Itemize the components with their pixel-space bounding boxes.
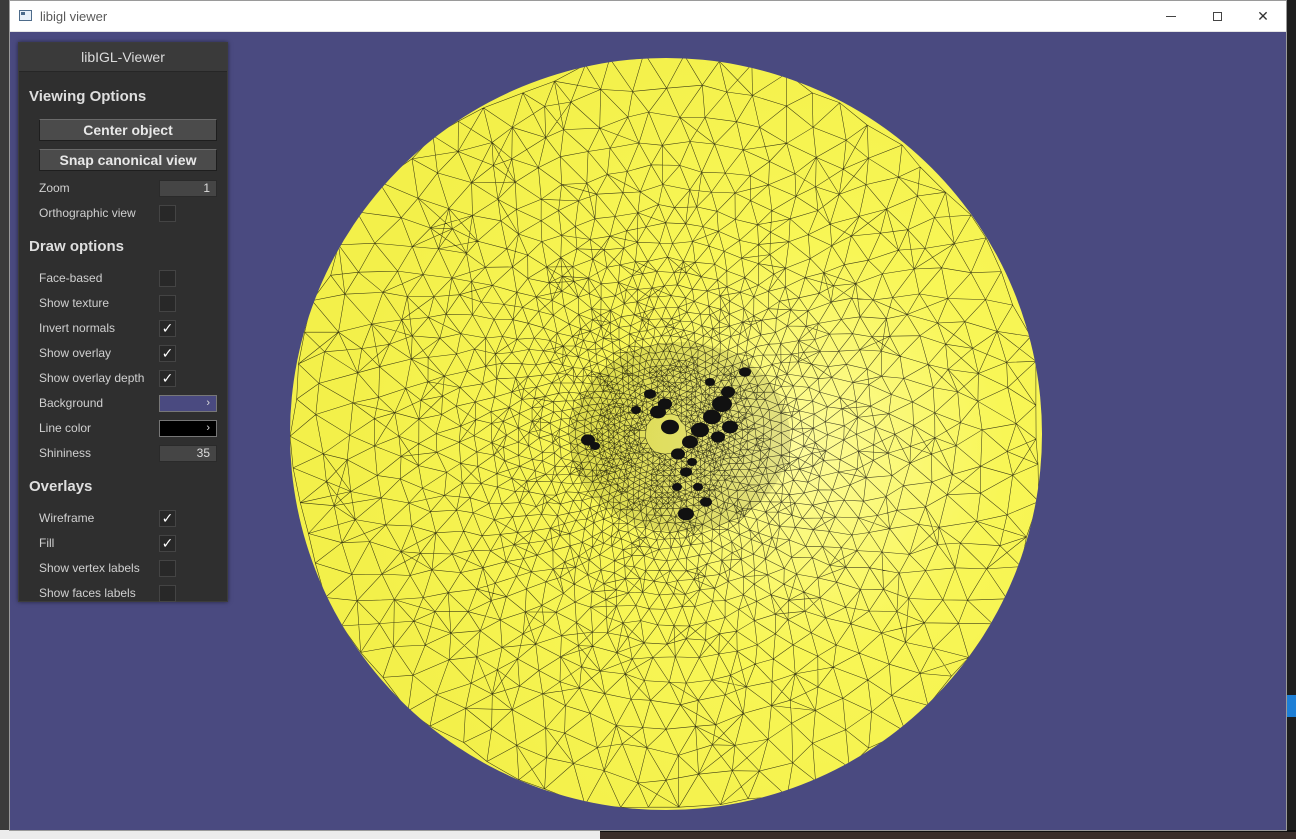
fill-label: Fill [39, 536, 55, 550]
show-vertex-labels-checkbox[interactable] [159, 560, 176, 577]
desktop-background-left [0, 0, 10, 839]
invert-normals-checkbox[interactable]: ✓ [159, 320, 176, 337]
dense-mesh-cluster [644, 389, 656, 399]
chevron-right-icon: › [206, 422, 210, 434]
show-faces-labels-checkbox[interactable] [159, 585, 176, 602]
app-window-icon [19, 10, 32, 21]
orthographic-view-label: Orthographic view [39, 206, 136, 220]
show-faces-labels-label: Show faces labels [39, 586, 136, 600]
fill-checkbox[interactable]: ✓ [159, 535, 176, 552]
dense-mesh-cluster [722, 420, 738, 434]
wireframe-checkbox[interactable]: ✓ [159, 510, 176, 527]
wireframe-label: Wireframe [39, 511, 95, 525]
dense-mesh-cluster [631, 406, 641, 414]
show-overlay-label: Show overlay [39, 346, 112, 360]
chevron-right-icon: › [206, 397, 210, 409]
draw-options-heading[interactable]: Draw options [29, 238, 125, 255]
mesh-canvas[interactable] [10, 32, 1286, 830]
orthographic-view-checkbox[interactable] [159, 205, 176, 222]
show-overlay-checkbox[interactable]: ✓ [159, 345, 176, 362]
mesh-wireframe [290, 58, 1039, 808]
dense-mesh-cluster [680, 467, 692, 477]
show-vertex-labels-label: Show vertex labels [39, 561, 140, 575]
dense-mesh-cluster [693, 483, 703, 491]
background-color-picker[interactable]: › [159, 395, 217, 412]
center-object-button[interactable]: Center object [39, 119, 217, 141]
dense-mesh-cluster [581, 434, 595, 446]
dense-mesh-cluster [590, 442, 600, 450]
overlays-heading[interactable]: Overlays [29, 478, 93, 495]
viewing-options-heading[interactable]: Viewing Options [29, 88, 147, 105]
dense-mesh-cluster [672, 483, 682, 491]
dense-mesh-cluster [700, 497, 712, 507]
shininess-label: Shininess [39, 446, 92, 460]
desktop-strip [0, 830, 600, 839]
invert-normals-label: Invert normals [39, 321, 116, 335]
show-texture-label: Show texture [39, 296, 110, 310]
desktop-background-right [1287, 0, 1296, 839]
panel-title[interactable]: libIGL-Viewer [19, 43, 227, 72]
show-texture-checkbox[interactable] [159, 295, 176, 312]
desktop-taskbar-accent [1287, 695, 1296, 717]
maximize-icon [1212, 11, 1222, 21]
shininess-input[interactable]: 35 [159, 445, 217, 462]
mesh-edges [290, 58, 1039, 808]
dense-mesh-cluster [739, 367, 751, 377]
dense-mesh-cluster [682, 435, 698, 449]
mesh-disc [290, 58, 1042, 810]
dense-mesh-cluster [687, 458, 697, 466]
line-color-picker[interactable]: › [159, 420, 217, 437]
minimize-icon [1166, 15, 1176, 17]
window-title: libigl viewer [40, 9, 108, 24]
desktop-photo-strip [600, 832, 1296, 839]
dense-mesh-cluster [712, 396, 732, 412]
dense-mesh-cluster [691, 422, 709, 438]
viewer-menu-panel: libIGL-Viewer Viewing Options Center obj… [18, 42, 228, 602]
show-overlay-depth-checkbox[interactable]: ✓ [159, 370, 176, 387]
dense-mesh-cluster [703, 409, 721, 425]
dense-mesh-cluster [658, 398, 672, 410]
close-icon: ✕ [1257, 7, 1269, 24]
line-color-label: Line color [39, 421, 92, 435]
dense-mesh-regions [570, 342, 790, 532]
snap-canonical-view-button[interactable]: Snap canonical view [39, 149, 217, 171]
zoom-input[interactable]: 1 [159, 180, 217, 197]
dense-mesh-cluster [671, 448, 685, 460]
3d-viewport[interactable]: libIGL-Viewer Viewing Options Center obj… [10, 32, 1286, 830]
close-button[interactable]: ✕ [1240, 1, 1286, 31]
dense-mesh-cluster [661, 419, 679, 435]
dense-mesh-cluster [705, 378, 715, 386]
desktop-background-bottom [0, 830, 1296, 839]
background-label: Background [39, 396, 104, 410]
viewer-window: libigl viewer ✕ libIGL-Viewer Viewing Op… [9, 0, 1287, 831]
maximize-button[interactable] [1194, 1, 1240, 31]
show-overlay-depth-label: Show overlay depth [39, 371, 145, 385]
title-bar[interactable]: libigl viewer ✕ [10, 1, 1286, 32]
minimize-button[interactable] [1148, 1, 1194, 31]
dense-mesh-cluster [721, 386, 735, 398]
dense-mesh-cluster [711, 431, 725, 443]
zoom-label: Zoom [39, 181, 70, 195]
dense-mesh-cluster [678, 507, 694, 521]
face-based-checkbox[interactable] [159, 270, 176, 287]
face-based-label: Face-based [39, 271, 103, 285]
fine-mesh-halo [570, 342, 790, 532]
